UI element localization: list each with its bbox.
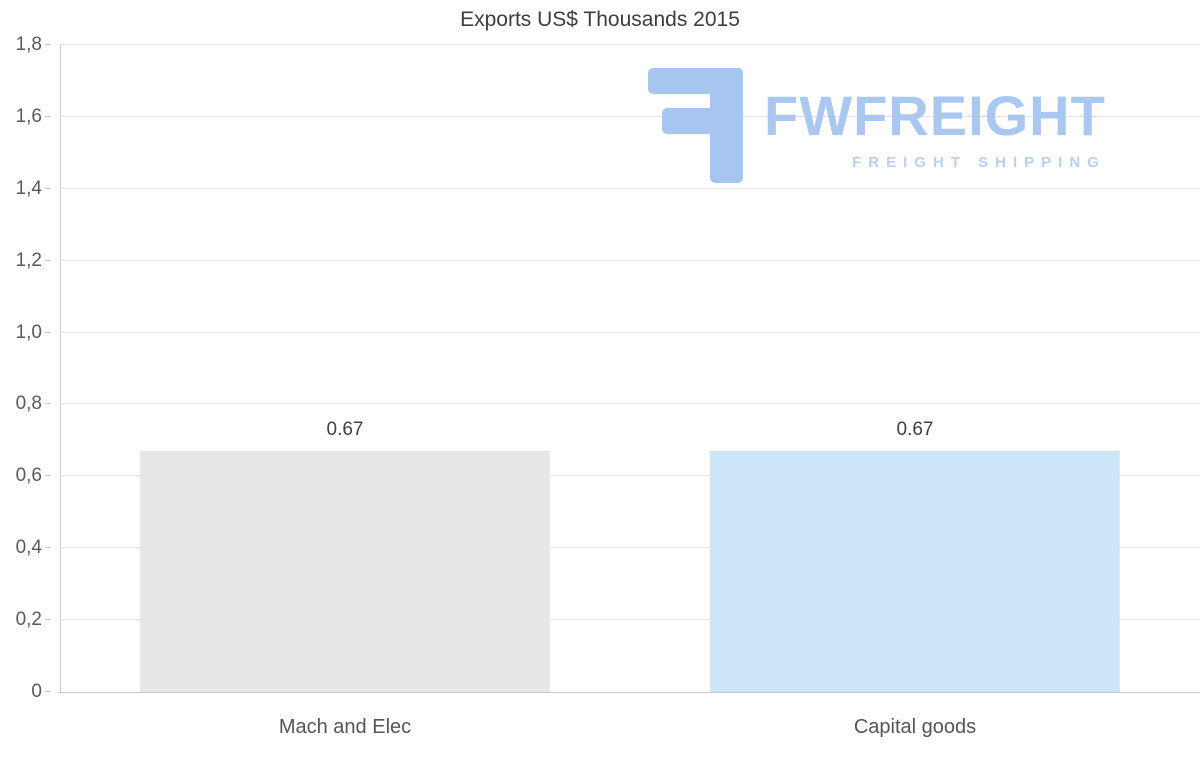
gridline: [60, 403, 1200, 405]
y-tick-mark: [45, 259, 50, 261]
y-tick-mark: [45, 187, 50, 189]
gridline: [60, 619, 1200, 621]
y-tick-label: 0: [31, 681, 42, 702]
y-tick-mark: [45, 619, 50, 621]
y-tick-mark: [45, 44, 50, 45]
gridline: [60, 547, 1200, 549]
x-axis-line: [58, 692, 1200, 693]
y-tick-label: 0,2: [15, 609, 42, 631]
y-axis-labels: 0 0,2 0,4 0,6 0,8 1,0 1,2 1,4 1,6 1,8: [0, 34, 50, 702]
bar-value-label: 0.67: [896, 419, 934, 441]
watermark-tagline: FREIGHT SHIPPING: [852, 154, 1106, 171]
watermark-brand: FWFREIGHT: [764, 84, 1106, 147]
y-tick-mark: [45, 115, 50, 117]
y-tick-mark: [45, 547, 50, 549]
x-axis-labels: Mach and Elec Capital goods: [60, 716, 1200, 739]
y-tick-label: 1,8: [15, 34, 42, 55]
watermark-text-block: FWFREIGHT FREIGHT SHIPPING: [764, 68, 1106, 172]
y-tick-mark: [45, 691, 50, 692]
chart-title: Exports US$ Thousands 2015: [460, 8, 740, 31]
y-tick-mark: [45, 475, 50, 477]
fwfreight-logo-icon: [648, 68, 743, 183]
gridline: [60, 259, 1200, 261]
y-tick-mark: [45, 403, 50, 405]
y-tick-label: 1,2: [15, 249, 42, 271]
x-category-label: Mach and Elec: [278, 716, 412, 738]
y-tick-label: 1,0: [15, 321, 42, 343]
bar-slot: 0.67: [630, 45, 1200, 692]
plot-area: 0.67 0.67: [60, 44, 1200, 692]
x-category-label: Capital goods: [853, 716, 977, 738]
y-tick-label: 0,8: [15, 393, 42, 415]
gridline: [60, 475, 1200, 477]
gridline: [60, 115, 1200, 117]
bar-value-label: 0.67: [326, 419, 364, 441]
y-tick-label: 0,4: [15, 537, 42, 559]
gridline: [60, 44, 1200, 45]
bar-slot: 0.67: [60, 45, 630, 692]
bar-capital-goods: [709, 451, 1121, 692]
y-tick-label: 0,6: [15, 465, 42, 487]
bars-container: 0.67 0.67: [60, 45, 1200, 692]
gridline: [60, 331, 1200, 333]
watermark-logo: FWFREIGHT FREIGHT SHIPPING: [648, 68, 1106, 183]
bar-mach-and-elec: [139, 451, 551, 692]
y-tick-label: 1,6: [15, 105, 42, 127]
y-tick-label: 1,4: [15, 177, 42, 199]
y-tick-mark: [45, 331, 50, 333]
gridline: [60, 187, 1200, 189]
y-axis-line: [60, 45, 61, 692]
